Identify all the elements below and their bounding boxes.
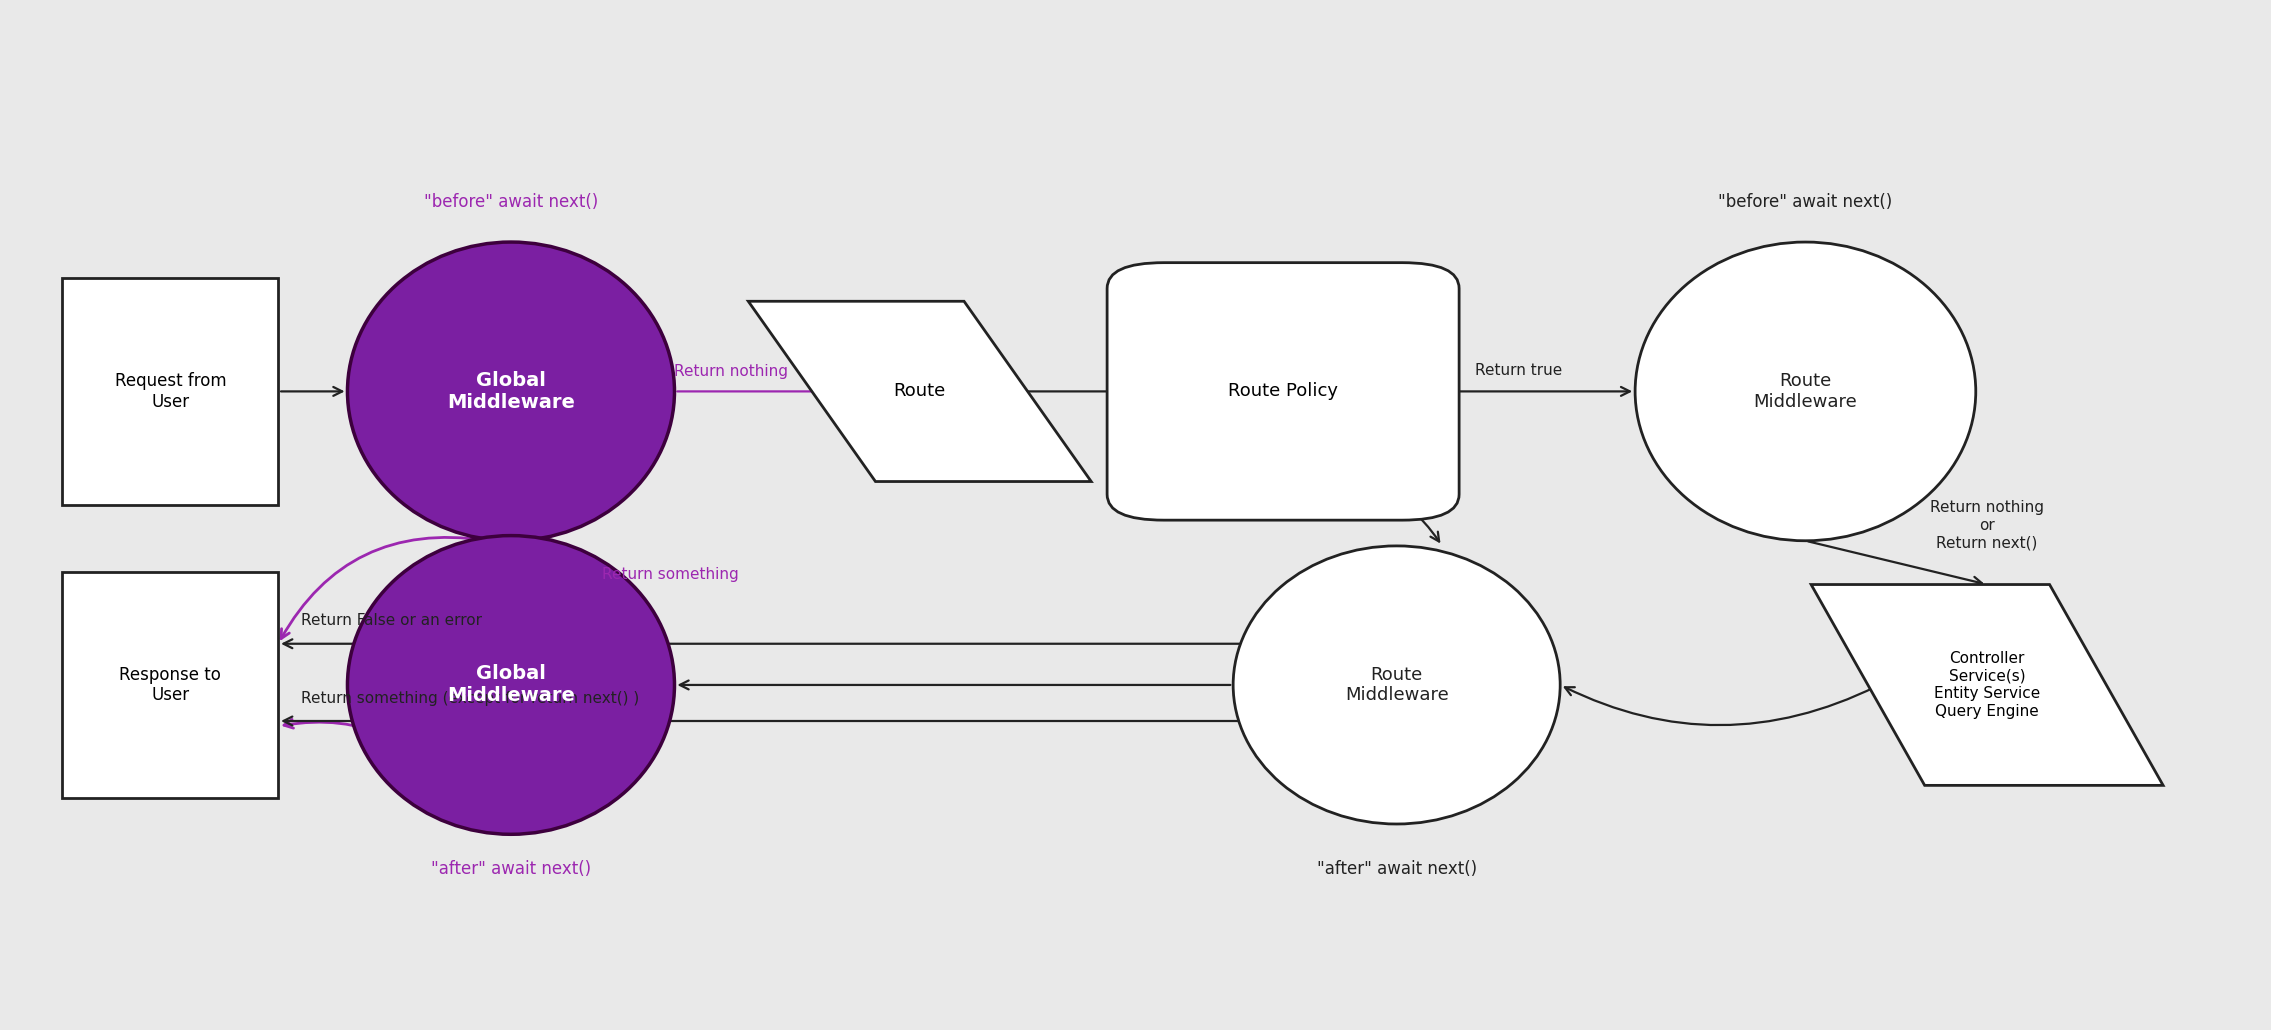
Polygon shape xyxy=(749,301,1090,482)
Text: Global
Middleware: Global Middleware xyxy=(447,664,575,706)
Text: Return nothing: Return nothing xyxy=(674,364,788,379)
Text: "after" await next(): "after" await next() xyxy=(1317,860,1476,878)
Text: Controller
Service(s)
Entity Service
Query Engine: Controller Service(s) Entity Service Que… xyxy=(1935,651,2039,719)
FancyBboxPatch shape xyxy=(1108,263,1458,520)
Ellipse shape xyxy=(347,242,674,541)
Text: Return something: Return something xyxy=(602,566,738,582)
Ellipse shape xyxy=(1635,242,1976,541)
Text: Return something (except for return next() ): Return something (except for return next… xyxy=(300,690,638,706)
Text: Return False or an error: Return False or an error xyxy=(300,613,481,628)
Text: "before" await next(): "before" await next() xyxy=(425,194,597,211)
Text: "after" await next(): "after" await next() xyxy=(431,860,590,878)
Polygon shape xyxy=(1812,585,2162,785)
Text: Route Policy: Route Policy xyxy=(1229,382,1338,401)
Ellipse shape xyxy=(1233,546,1560,824)
FancyBboxPatch shape xyxy=(61,278,277,505)
Ellipse shape xyxy=(347,536,674,834)
Text: Return true: Return true xyxy=(1476,363,1562,378)
Text: Return nothing
or
Return next(): Return nothing or Return next() xyxy=(1930,501,2044,550)
Text: Request from
User: Request from User xyxy=(114,372,227,411)
Text: Response to
User: Response to User xyxy=(120,665,220,705)
Text: Route
Middleware: Route Middleware xyxy=(1753,372,1858,411)
Text: Route: Route xyxy=(893,382,947,401)
FancyBboxPatch shape xyxy=(61,572,277,798)
Text: "before" await next(): "before" await next() xyxy=(1719,194,1892,211)
Text: Global
Middleware: Global Middleware xyxy=(447,371,575,412)
Text: Route
Middleware: Route Middleware xyxy=(1344,665,1449,705)
